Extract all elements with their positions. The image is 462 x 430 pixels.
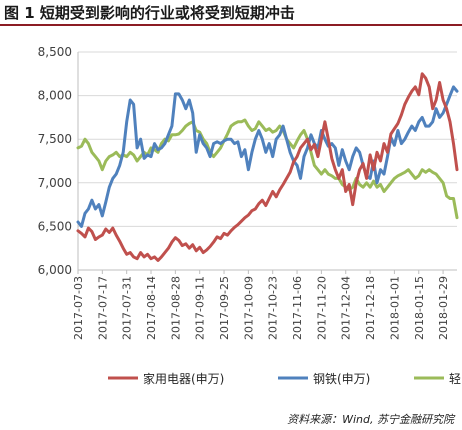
x-tick-label: 2017-09-11 — [194, 276, 207, 340]
y-tick-label: 8,500 — [38, 45, 72, 59]
y-tick-label: 6,000 — [38, 263, 72, 277]
x-tick-label: 2017-11-20 — [315, 276, 328, 340]
y-tick-label: 7,500 — [38, 132, 72, 146]
x-tick-label: 2018-01-29 — [437, 276, 450, 340]
legend-label: 家用电器(申万) — [143, 371, 224, 386]
x-tick-label: 2017-07-17 — [96, 276, 109, 340]
x-tick-label: 2017-07-31 — [121, 276, 134, 340]
x-tick-label: 2017-12-04 — [340, 276, 353, 340]
title-underline — [0, 24, 462, 26]
y-tick-label: 6,500 — [38, 219, 72, 233]
x-tick-label: 2017-07-03 — [72, 276, 85, 340]
x-tick-label: 2018-01-15 — [413, 276, 426, 340]
x-tick-label: 2017-08-14 — [145, 276, 158, 340]
x-tick-label: 2017-11-06 — [291, 276, 304, 340]
x-tick-label: 2017-12-18 — [364, 276, 377, 340]
y-tick-label: 7,000 — [38, 176, 72, 190]
y-tick-label: 8,000 — [38, 89, 72, 103]
x-axis: 2017-07-03 2017-07-17 2017-07-31 2017-08-14… — [72, 269, 457, 340]
series-lines — [76, 72, 459, 262]
x-tick-label: 2017-09-25 — [218, 276, 231, 340]
x-tick-label: 2017-08-28 — [169, 276, 182, 340]
source-note: 资料来源：Wind, 苏宁金融研究院 — [287, 413, 454, 426]
legend-label: 轻 — [449, 372, 461, 386]
y-axis: 6,000 6,500 7,000 7,500 8,000 8,500 — [38, 45, 79, 277]
chart-title: 图 1 短期受到影响的行业或将受到短期冲击 — [4, 4, 295, 22]
series-line-0 — [76, 72, 459, 262]
x-tick-label: 2018-01-01 — [388, 276, 401, 340]
series-line-1 — [76, 85, 459, 228]
x-tick-label: 2017-10-23 — [267, 276, 280, 340]
legend: 家用电器(申万) 钢铁(申万) 轻 — [108, 371, 461, 386]
series-line-2 — [76, 118, 459, 220]
x-tick-label: 2017-10-09 — [242, 276, 255, 340]
legend-label: 钢铁(申万) — [313, 372, 370, 386]
